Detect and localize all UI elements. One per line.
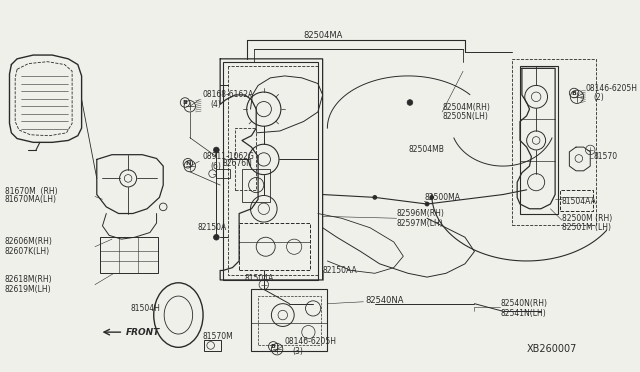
Bar [223,62,318,280]
Bar [258,296,321,346]
Text: 08168-6162A: 08168-6162A [202,90,253,99]
Text: 82619M(LH): 82619M(LH) [4,285,51,294]
Circle shape [407,100,413,105]
Text: 82500M (RH): 82500M (RH) [562,214,612,223]
Text: 81504A: 81504A [244,275,274,283]
Text: 82504MB: 82504MB [408,145,444,154]
Text: 82676N: 82676N [222,159,252,168]
Bar [239,223,310,270]
Text: FRONT: FRONT [126,328,161,337]
Text: 82505N(LH): 82505N(LH) [442,112,488,121]
Text: 81504H: 81504H [131,304,161,313]
Bar [252,289,328,351]
Text: 82501M (LH): 82501M (LH) [562,223,611,232]
Text: 82607K(LH): 82607K(LH) [4,247,50,256]
Circle shape [214,147,220,153]
Text: 08911-1062G: 08911-1062G [202,152,254,161]
Text: 08146-6205H: 08146-6205H [586,84,637,93]
Bar [216,169,230,179]
Text: 82150AA: 82150AA [323,266,357,275]
Text: 82597M(LH): 82597M(LH) [397,218,444,228]
Text: 81670MA(LH): 81670MA(LH) [4,195,57,204]
Text: 82540N(RH): 82540N(RH) [500,299,547,308]
Text: 08146-6205H: 08146-6205H [285,337,337,346]
Bar [242,169,271,202]
Text: (3): (3) [292,347,303,356]
Text: XB260007: XB260007 [527,344,577,354]
Text: 82541N(LH): 82541N(LH) [500,309,546,318]
Text: 82606M(RH): 82606M(RH) [4,237,52,247]
Circle shape [425,202,429,206]
Text: 82504MA: 82504MA [303,31,342,40]
Bar [520,67,558,214]
Bar [513,59,596,225]
Text: B: B [182,100,188,105]
Text: 82596M(RH): 82596M(RH) [397,209,445,218]
Text: B: B [572,90,577,96]
Text: 82150A: 82150A [197,223,227,232]
Circle shape [429,195,434,200]
Text: 82504M(RH): 82504M(RH) [442,103,490,112]
Text: N: N [185,161,191,166]
Text: 82500MA: 82500MA [424,193,460,202]
Text: B: B [271,344,276,349]
Text: 82618M(RH): 82618M(RH) [4,275,52,285]
Text: 82540NA: 82540NA [365,296,404,305]
Bar [100,237,159,273]
Circle shape [214,234,220,240]
Circle shape [372,195,377,200]
Bar [204,340,221,351]
Bar [560,190,593,211]
Text: (2): (2) [593,93,604,102]
Text: (6): (6) [211,161,221,171]
Text: 81670M  (RH): 81670M (RH) [4,187,58,196]
Text: 81504AA: 81504AA [562,197,596,206]
Bar [236,128,256,190]
Text: 81570: 81570 [593,152,617,161]
Text: (4): (4) [211,100,221,109]
Text: 81570M: 81570M [202,332,233,341]
